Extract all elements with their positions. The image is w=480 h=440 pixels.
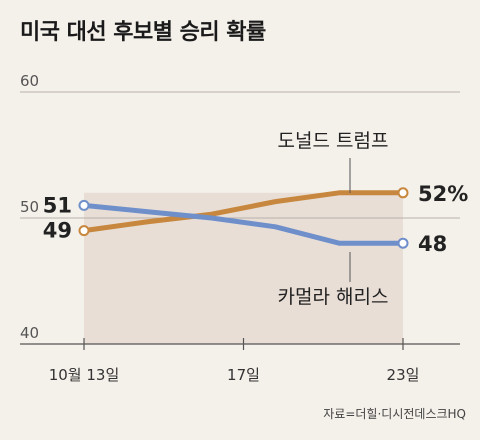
y-tick-label-60: 60 xyxy=(20,72,39,90)
source-note: 자료=더힐·디시전데스크HQ xyxy=(323,407,466,421)
chart-title: 미국 대선 후보별 승리 확률 xyxy=(20,20,266,45)
x-tick-label-1: 17일 xyxy=(227,366,260,384)
series-name-label-0: 도널드 트럼프 xyxy=(278,130,389,152)
series-name-label-1: 카멀라 해리스 xyxy=(278,286,389,308)
series-line-1 xyxy=(81,202,406,246)
series-end-point-0 xyxy=(397,187,409,199)
y-tick-label-40: 40 xyxy=(20,324,39,342)
x-tick-label-0: 10월 13일 xyxy=(49,366,120,384)
series-start-point-0 xyxy=(78,225,90,237)
series-end-point-1 xyxy=(397,237,409,249)
plot-area-shade xyxy=(84,192,403,344)
series-end-label-1: 48 xyxy=(418,232,447,256)
series-start-point-1 xyxy=(78,199,90,211)
y-tick-label-50: 50 xyxy=(20,198,39,216)
series-start-label-0: 49 xyxy=(43,219,72,243)
x-tick-label-2: 23일 xyxy=(387,366,420,384)
series-start-label-1: 51 xyxy=(43,193,72,217)
series-end-label-0: 52% xyxy=(418,182,468,206)
